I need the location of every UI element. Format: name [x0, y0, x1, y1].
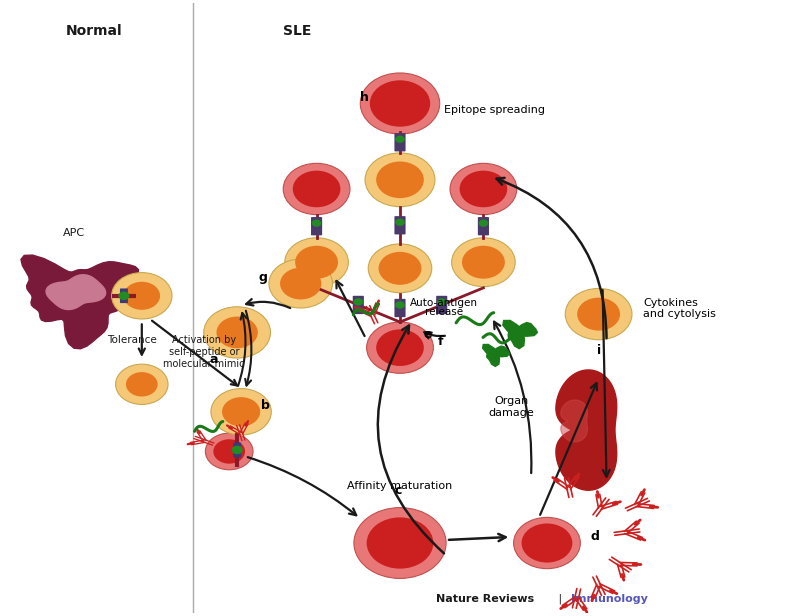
Text: c: c [394, 484, 402, 497]
Circle shape [365, 153, 435, 206]
Circle shape [395, 301, 405, 309]
Circle shape [217, 317, 258, 348]
Circle shape [295, 246, 338, 278]
Circle shape [376, 330, 424, 366]
Circle shape [395, 219, 405, 226]
Text: b: b [261, 399, 270, 412]
Text: APC: APC [63, 228, 86, 238]
Text: Auto-antigen: Auto-antigen [410, 298, 478, 308]
Text: Affinity maturation: Affinity maturation [347, 481, 453, 491]
Text: Nature Reviews: Nature Reviews [436, 594, 534, 604]
Text: release: release [425, 307, 462, 317]
Text: Activation by
self-peptide or
molecular mimic: Activation by self-peptide or molecular … [163, 336, 245, 368]
FancyArrowPatch shape [494, 322, 531, 473]
Circle shape [370, 80, 430, 127]
Circle shape [112, 273, 172, 319]
Text: Organ: Organ [494, 395, 528, 406]
FancyBboxPatch shape [353, 296, 364, 314]
Text: i: i [597, 344, 601, 357]
Circle shape [366, 517, 434, 569]
Circle shape [452, 238, 515, 286]
Text: Epitope spreading: Epitope spreading [444, 105, 545, 115]
FancyArrowPatch shape [138, 324, 145, 355]
FancyArrowPatch shape [337, 281, 365, 336]
FancyBboxPatch shape [478, 217, 489, 235]
Circle shape [478, 219, 488, 227]
Circle shape [269, 259, 333, 308]
FancyBboxPatch shape [394, 299, 406, 317]
Polygon shape [561, 400, 587, 442]
Circle shape [293, 171, 341, 207]
Circle shape [376, 161, 424, 198]
FancyArrowPatch shape [246, 299, 290, 308]
Circle shape [118, 291, 130, 300]
Circle shape [231, 445, 242, 454]
Circle shape [395, 136, 405, 143]
FancyBboxPatch shape [394, 216, 406, 235]
Circle shape [360, 73, 440, 134]
Circle shape [211, 389, 271, 435]
FancyBboxPatch shape [233, 443, 241, 457]
Polygon shape [556, 370, 617, 490]
Circle shape [366, 322, 434, 373]
Text: Immunology: Immunology [571, 594, 648, 604]
FancyArrowPatch shape [248, 457, 356, 515]
Circle shape [123, 282, 160, 310]
Circle shape [577, 298, 620, 331]
Circle shape [312, 219, 322, 227]
Circle shape [514, 517, 580, 569]
FancyArrowPatch shape [602, 290, 610, 477]
FancyArrowPatch shape [540, 383, 597, 515]
FancyBboxPatch shape [120, 288, 128, 303]
Circle shape [368, 244, 432, 293]
Circle shape [214, 439, 245, 464]
Circle shape [459, 171, 507, 207]
FancyArrowPatch shape [238, 313, 246, 386]
Text: and cytolysis: and cytolysis [643, 309, 716, 319]
Circle shape [280, 268, 322, 299]
FancyArrowPatch shape [424, 332, 445, 338]
Circle shape [378, 252, 422, 285]
Text: |: | [555, 594, 566, 604]
Circle shape [126, 372, 158, 397]
Text: e: e [423, 328, 432, 341]
Text: SLE: SLE [282, 24, 311, 38]
Circle shape [437, 298, 446, 306]
Circle shape [285, 238, 348, 286]
Circle shape [283, 163, 350, 214]
FancyBboxPatch shape [394, 133, 406, 152]
Text: a: a [209, 354, 218, 367]
Text: Tolerance: Tolerance [107, 334, 157, 345]
Circle shape [204, 307, 270, 358]
Text: Normal: Normal [66, 24, 122, 38]
Polygon shape [503, 320, 538, 349]
Circle shape [566, 288, 632, 340]
FancyArrowPatch shape [245, 310, 251, 386]
Circle shape [206, 433, 253, 470]
Circle shape [450, 163, 517, 214]
Text: Cytokines: Cytokines [643, 298, 698, 308]
Circle shape [354, 508, 446, 578]
Text: h: h [360, 91, 369, 104]
Polygon shape [482, 344, 510, 367]
Text: f: f [438, 335, 444, 348]
FancyBboxPatch shape [311, 217, 322, 235]
Circle shape [354, 298, 363, 306]
Polygon shape [21, 255, 157, 349]
Circle shape [462, 246, 505, 278]
FancyArrowPatch shape [449, 534, 506, 541]
Text: d: d [590, 530, 599, 543]
Text: damage: damage [488, 408, 534, 418]
FancyBboxPatch shape [436, 296, 447, 314]
Circle shape [115, 364, 168, 405]
Text: g: g [258, 271, 267, 284]
Circle shape [222, 397, 260, 426]
Circle shape [522, 524, 572, 562]
Polygon shape [46, 275, 106, 309]
